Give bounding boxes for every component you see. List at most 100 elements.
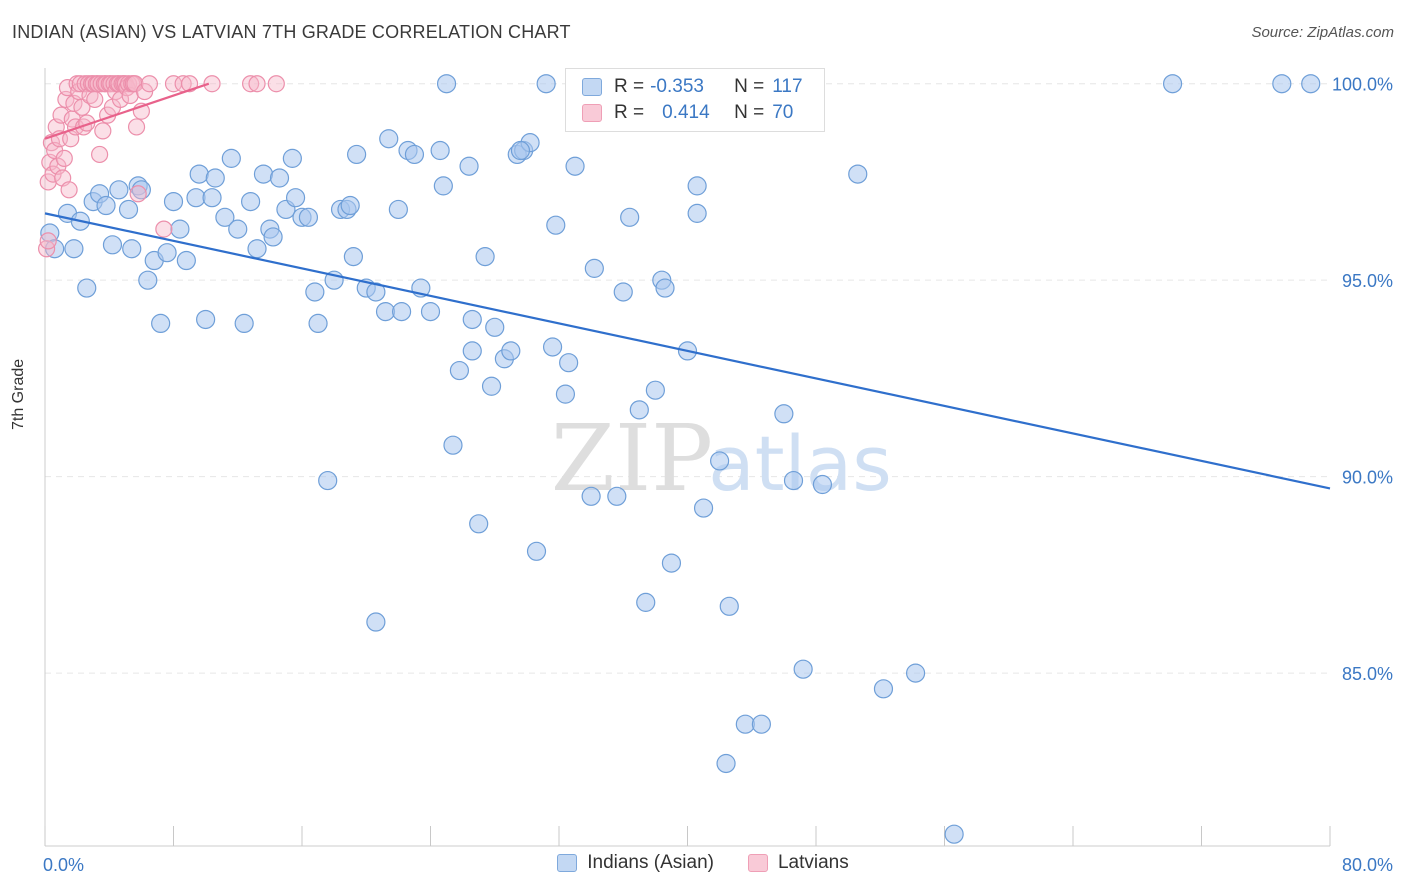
data-point-indians xyxy=(510,140,531,161)
data-point-indians xyxy=(469,514,489,534)
data-point-indians xyxy=(848,164,868,184)
data-point-indians xyxy=(443,435,463,455)
data-point-indians xyxy=(607,486,627,506)
data-point-indians xyxy=(1272,74,1292,94)
data-point-indians xyxy=(783,470,804,491)
data-point-indians xyxy=(501,341,521,361)
data-point-latvians xyxy=(94,122,112,140)
data-point-indians xyxy=(366,612,386,632)
data-point-latvians xyxy=(140,75,159,93)
data-point-indians xyxy=(253,164,274,184)
data-point-indians xyxy=(391,302,412,322)
data-point-latvians xyxy=(52,106,70,124)
data-point-indians xyxy=(170,219,190,239)
data-point-indians xyxy=(163,191,184,212)
legend-swatch-blue xyxy=(557,854,578,872)
data-point-indians xyxy=(228,219,248,239)
data-point-indians xyxy=(196,309,216,330)
data-point-indians xyxy=(735,714,755,734)
legend-r-label: R = xyxy=(614,102,645,123)
legend-n-label: N = xyxy=(734,102,765,123)
data-point-indians xyxy=(340,195,360,216)
data-point-indians xyxy=(77,278,97,298)
data-point-indians xyxy=(305,282,325,302)
data-point-indians xyxy=(347,144,367,165)
data-point-latvians xyxy=(91,145,109,164)
y-tick-label: 95.0% xyxy=(1342,271,1393,291)
data-point-indians xyxy=(462,309,482,330)
legend-row-indians: R = -0.353 N = 117 xyxy=(582,76,803,98)
data-point-indians xyxy=(176,250,196,271)
axes xyxy=(44,68,1331,847)
data-point-indians xyxy=(366,282,386,302)
data-point-indians xyxy=(613,282,633,302)
data-point-indians xyxy=(96,195,116,216)
legend-swatch-blue xyxy=(582,78,602,96)
legend-item-indians: Indians (Asian) xyxy=(557,852,714,874)
data-point-indians xyxy=(555,384,576,404)
y-tick-label: 100.0% xyxy=(1332,75,1393,95)
data-point-indians xyxy=(462,341,482,361)
data-point-indians xyxy=(905,663,926,683)
data-point-indians xyxy=(215,207,235,227)
data-point-indians xyxy=(221,148,241,168)
data-point-latvians xyxy=(242,75,260,93)
data-point-indians xyxy=(536,74,556,94)
data-point-indians xyxy=(459,156,479,176)
data-point-latvians xyxy=(248,75,266,93)
data-point-indians xyxy=(751,714,771,734)
legend-n-label: N = xyxy=(734,76,765,97)
gridlines xyxy=(45,83,1330,674)
data-point-indians xyxy=(308,313,328,334)
data-point-indians xyxy=(375,302,396,322)
watermark-zip: ZIP xyxy=(551,405,713,512)
data-point-indians xyxy=(719,596,739,616)
data-point-indians xyxy=(475,247,495,267)
y-tick-label: 90.0% xyxy=(1342,468,1393,488)
data-point-indians xyxy=(584,258,604,278)
legend-r-value: 0.414 xyxy=(662,102,710,123)
data-point-indians xyxy=(157,243,177,263)
legend-swatch-pink xyxy=(747,854,768,872)
legend-n-value: 70 xyxy=(772,102,794,123)
data-point-indians xyxy=(430,140,450,161)
series-legend: Indians (Asian) Latvians xyxy=(0,852,1406,874)
trend-lines xyxy=(44,82,1331,490)
data-point-latvians xyxy=(267,75,285,93)
data-point-indians xyxy=(263,227,283,247)
data-point-indians xyxy=(109,180,129,200)
data-point-indians xyxy=(122,239,142,259)
data-point-indians xyxy=(1162,74,1183,94)
data-point-latvians xyxy=(60,181,78,199)
data-point-indians xyxy=(151,313,171,334)
data-point-latvians xyxy=(86,90,104,109)
legend-row-latvians: R = 0.414 N = 70 xyxy=(582,102,793,124)
data-point-indians xyxy=(102,235,123,255)
stats-legend: R = -0.353 N = 117 R = 0.414 N = 70 xyxy=(565,68,825,132)
data-point-indians xyxy=(546,215,566,235)
chart-title: INDIAN (ASIAN) VS LATVIAN 7TH GRADE CORR… xyxy=(12,22,571,42)
data-point-latvians xyxy=(155,220,173,238)
data-point-indians xyxy=(661,553,682,573)
x-tick-label: 0.0% xyxy=(43,855,84,875)
data-point-indians xyxy=(449,360,470,381)
data-point-indians xyxy=(481,376,502,396)
data-point-latvians xyxy=(55,149,73,167)
trend-line-latvians xyxy=(44,82,210,140)
data-point-indians xyxy=(247,239,267,259)
y-tick-label: 85.0% xyxy=(1342,664,1393,684)
data-point-indians xyxy=(687,203,707,223)
legend-r-value: -0.353 xyxy=(650,76,704,97)
trend-line-indians xyxy=(44,212,1331,490)
data-point-indians xyxy=(433,176,453,196)
data-point-indians xyxy=(873,679,894,699)
data-point-indians xyxy=(388,199,408,220)
data-point-indians xyxy=(542,337,563,357)
watermark-atlas: atlas xyxy=(708,419,892,508)
legend-n-value: 117 xyxy=(772,76,803,97)
data-point-indians xyxy=(1301,74,1321,94)
data-point-indians xyxy=(944,824,964,844)
data-point-indians xyxy=(202,188,222,208)
data-point-indians xyxy=(565,156,585,176)
